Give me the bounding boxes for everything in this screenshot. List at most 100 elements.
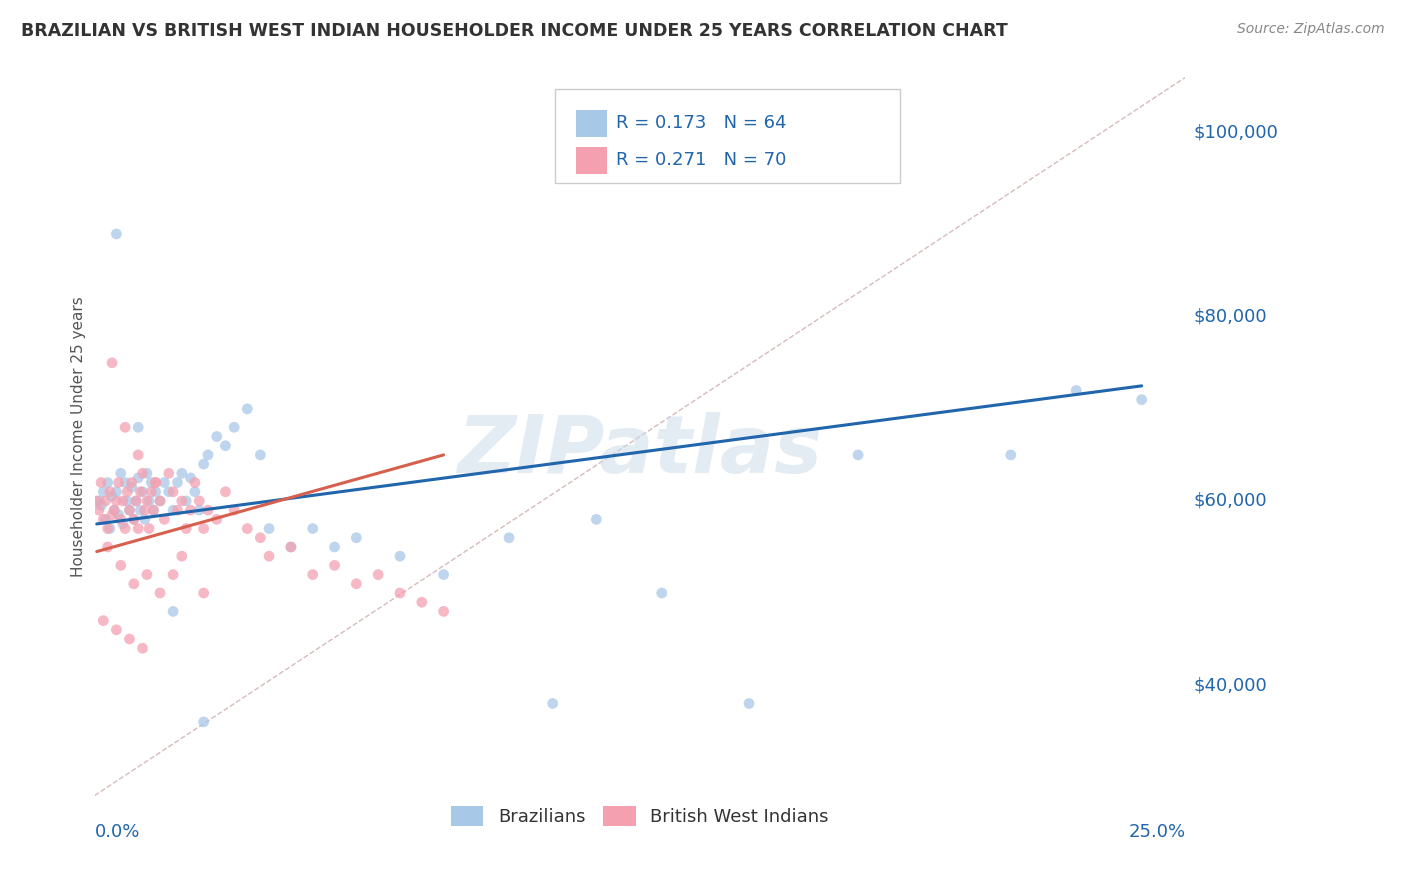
Point [117,484,139,499]
Point [184,475,207,490]
Point [280,540,302,554]
Text: $40,000: $40,000 [1194,676,1267,694]
Point [323,540,346,554]
Point [105,227,128,241]
Point [101,508,124,522]
Text: Source: ZipAtlas.com: Source: ZipAtlas.com [1237,22,1385,37]
Point [142,503,165,517]
Point [122,512,145,526]
Point [127,471,149,485]
Point [136,467,159,481]
Point [193,714,215,729]
Point [122,576,145,591]
Point [180,503,202,517]
Point [205,512,228,526]
Point [249,531,271,545]
Point [153,512,176,526]
Point [145,475,167,490]
Point [111,516,134,531]
Point [86,494,108,508]
Point [125,494,148,508]
Point [193,586,215,600]
Point [174,494,197,508]
Point [103,503,125,517]
Point [224,503,246,517]
Point [87,494,110,508]
Point [301,522,323,536]
Point [94,512,117,526]
Point [107,508,129,522]
Text: $60,000: $60,000 [1194,491,1267,510]
Text: 25.0%: 25.0% [1128,823,1185,841]
Point [149,494,172,508]
Point [131,467,153,481]
Point [110,558,132,573]
Text: 0.0%: 0.0% [94,823,141,841]
Point [344,531,367,545]
Point [87,503,110,517]
Point [433,567,456,582]
Point [97,540,120,554]
Point [142,503,165,517]
Point [166,475,188,490]
Point [170,549,193,564]
Point [141,475,163,490]
Point [651,586,673,600]
Point [114,522,136,536]
Point [236,522,259,536]
Point [541,697,564,711]
Y-axis label: Householder Income Under 25 years: Householder Income Under 25 years [72,296,86,577]
Point [118,503,141,517]
Point [257,522,280,536]
Point [138,522,160,536]
Point [110,467,132,481]
Point [153,475,176,490]
Point [205,429,228,443]
Point [323,558,346,573]
Point [90,499,112,513]
Point [846,448,869,462]
Point [498,531,520,545]
Point [188,494,211,508]
Point [91,484,114,499]
Point [157,467,180,481]
Text: $100,000: $100,000 [1194,124,1278,142]
Point [97,522,120,536]
Point [249,448,271,462]
Point [411,595,433,609]
Text: ZIPatlas: ZIPatlas [457,412,823,490]
Legend: Brazilians, British West Indians: Brazilians, British West Indians [444,799,837,833]
Text: R = 0.271   N = 70: R = 0.271 N = 70 [616,152,786,169]
Point [149,494,172,508]
Point [162,484,184,499]
Point [114,420,136,434]
Point [367,567,389,582]
Point [180,471,202,485]
Point [1130,392,1153,407]
Point [257,549,280,564]
Point [214,484,236,499]
Point [145,475,167,490]
Point [118,503,141,517]
Point [193,457,215,471]
Point [125,494,148,508]
Point [157,484,180,499]
Point [174,522,197,536]
Point [118,632,141,646]
Point [131,641,153,656]
Point [114,475,136,490]
Point [98,484,121,499]
Point [97,475,120,490]
Point [162,567,184,582]
Point [121,480,143,494]
Point [1000,448,1022,462]
Point [197,448,219,462]
Point [91,512,114,526]
Point [388,586,411,600]
Point [129,484,152,499]
Point [184,484,207,499]
Point [138,494,160,508]
Point [127,448,149,462]
Point [162,503,184,517]
Point [197,503,219,517]
